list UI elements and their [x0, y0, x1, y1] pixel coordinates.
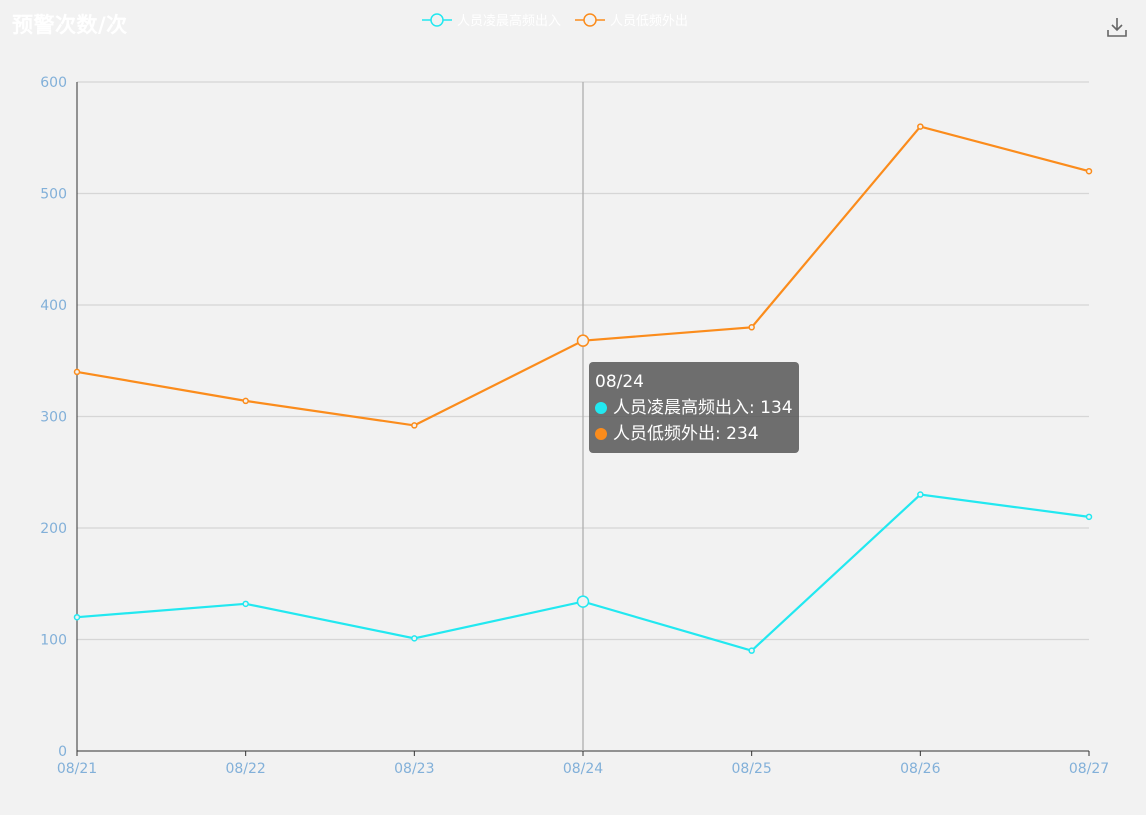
series-dot-icon	[595, 402, 607, 414]
data-point	[242, 397, 249, 405]
x-tick-label: 08/21	[57, 761, 97, 777]
data-point	[917, 123, 924, 130]
y-tick-label: 400	[40, 298, 67, 314]
legend: 人员凌晨高频出入 人员低频外出	[422, 10, 702, 29]
legend-label: 人员凌晨高频出入	[457, 14, 562, 29]
data-point	[748, 647, 755, 654]
download-icon[interactable]	[1106, 16, 1128, 38]
data-point	[917, 491, 924, 498]
data-point	[73, 613, 81, 621]
tooltip-row: 人员凌晨高频出入: 134	[595, 395, 793, 421]
legend-circle-icon	[422, 12, 452, 27]
data-point	[1085, 513, 1093, 521]
tooltip-row-label: 人员凌晨高频出入: 134	[613, 398, 793, 418]
series-dot-icon	[595, 428, 607, 440]
x-tick-label: 08/25	[731, 761, 771, 777]
x-tick-label: 08/27	[1069, 761, 1109, 777]
x-tick-label: 08/22	[225, 761, 265, 777]
data-point	[73, 368, 81, 376]
tooltip-row: 人员低频外出: 234	[595, 421, 793, 447]
x-tick-label: 08/23	[394, 761, 434, 777]
legend-circle-icon	[575, 12, 606, 27]
tooltip-row-label: 人员低频外出: 234	[613, 424, 759, 444]
data-point	[1085, 167, 1093, 175]
tooltip-title: 08/24	[595, 372, 644, 392]
data-point	[576, 334, 590, 347]
data-point	[242, 600, 249, 608]
y-tick-label: 600	[40, 75, 67, 91]
y-tick-label: 100	[40, 633, 67, 649]
data-point	[411, 422, 418, 429]
legend-item-series-1[interactable]: 人员凌晨高频出入	[422, 10, 561, 29]
data-point	[748, 324, 755, 331]
x-tick-label: 08/26	[900, 761, 940, 777]
chart-title: 预警次数/次	[12, 13, 128, 37]
y-tick-label: 200	[40, 521, 67, 537]
tooltip: 08/24 人员凌晨高频出入: 134 人员低频外出: 234	[589, 362, 799, 453]
y-tick-label: 300	[40, 410, 67, 426]
data-point	[576, 595, 590, 608]
legend-label: 人员低频外出	[610, 14, 689, 29]
x-tick-label: 08/24	[563, 761, 603, 777]
data-point	[411, 635, 418, 642]
y-tick-label: 500	[40, 187, 67, 203]
legend-item-series-2[interactable]: 人员低频外出	[575, 10, 688, 29]
y-tick-label: 0	[58, 744, 67, 760]
